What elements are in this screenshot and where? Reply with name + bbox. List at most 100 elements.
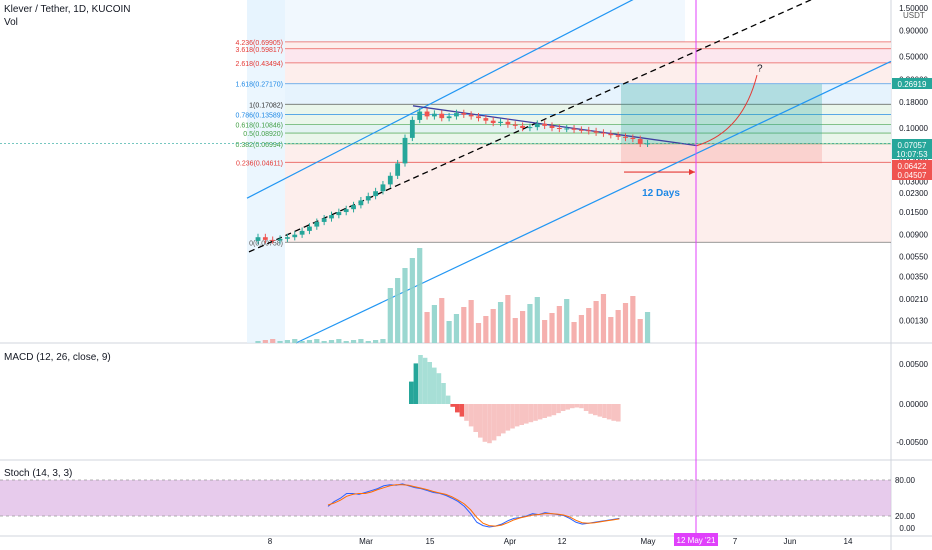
- macd-bar: [496, 404, 501, 437]
- macd-bar: [505, 404, 511, 431]
- price-badge: [892, 78, 932, 89]
- candle-body: [527, 127, 533, 129]
- fib-band: [285, 162, 891, 243]
- volume-bar: [461, 307, 467, 343]
- projection-label: 12 Days: [642, 188, 680, 199]
- macd-bar: [432, 367, 437, 404]
- volume-bar: [387, 288, 393, 343]
- candle-body: [409, 119, 415, 138]
- macd-bar: [551, 404, 557, 416]
- volume-bar: [578, 315, 584, 343]
- channel-upper-line: [246, 0, 634, 199]
- question-mark: ?: [757, 63, 763, 74]
- price-tick-label: 0.10000: [899, 124, 928, 133]
- target-zone: [621, 84, 822, 144]
- macd-bar: [478, 404, 483, 438]
- stoch-line: [327, 483, 620, 528]
- stop-zone: [621, 143, 822, 164]
- fib-level-label: 0.786(0.13589): [236, 112, 283, 119]
- dashed-trendline: [248, 0, 813, 253]
- price-tick-label: 0.00350: [899, 273, 928, 282]
- candle-body: [637, 139, 643, 144]
- price-tick-label: 0.50000: [899, 53, 928, 62]
- volume-bar: [453, 314, 460, 343]
- descending-trendline: [412, 105, 698, 147]
- fib-level-label: 0(0.00758): [249, 240, 283, 247]
- candle-body: [277, 238, 283, 241]
- volume-bar: [262, 340, 268, 343]
- candle-body: [292, 234, 298, 238]
- price-badge: [892, 148, 932, 159]
- time-tick-label: May: [640, 537, 655, 546]
- time-tick-label: 14: [844, 537, 853, 546]
- macd-bar: [556, 404, 561, 414]
- macd-bar: [427, 362, 432, 404]
- macd-bar: [487, 404, 492, 444]
- macd-bar: [602, 404, 607, 418]
- volume-bar: [615, 310, 621, 343]
- macd-bar: [473, 404, 478, 432]
- candle-body: [255, 237, 261, 241]
- candle-body: [468, 114, 474, 117]
- volume-bar: [373, 340, 379, 343]
- price-badge: [892, 169, 932, 180]
- volume-bar: [593, 301, 599, 343]
- candle-body: [645, 143, 650, 145]
- volume-bar: [328, 340, 335, 343]
- candle-body: [285, 237, 290, 239]
- candle-body: [446, 116, 452, 119]
- fib-band: [285, 62, 891, 84]
- candle-body: [476, 116, 481, 119]
- volume-bar: [622, 303, 629, 343]
- candle-body: [520, 125, 525, 128]
- stoch-band: [0, 480, 891, 516]
- price-tick-label: 0.00130: [899, 316, 928, 325]
- price-tick-label: 0.18000: [899, 98, 928, 107]
- macd-tick-label: 0.00000: [899, 400, 928, 409]
- candle-body: [556, 128, 562, 129]
- volume-bar: [497, 302, 504, 343]
- macd-bar: [611, 404, 616, 421]
- fib-band: [285, 124, 891, 134]
- candle-body: [262, 237, 268, 240]
- candle-body: [395, 163, 401, 176]
- stoch-title: Stoch (14, 3, 3): [4, 468, 73, 479]
- chart-title: Klever / Tether, 1D, KUCOIN: [4, 4, 131, 15]
- candle-body: [387, 175, 393, 185]
- macd-bar: [597, 404, 603, 417]
- volume-bar: [446, 321, 452, 343]
- candle-body: [579, 129, 584, 131]
- macd-bar: [514, 404, 520, 427]
- candle-body: [432, 113, 437, 117]
- volume-bar: [505, 295, 511, 343]
- candle-body: [439, 113, 445, 119]
- volume-label: Vol: [4, 17, 18, 28]
- candle-body: [454, 113, 459, 117]
- candle-body: [498, 121, 503, 123]
- macd-bar: [409, 381, 414, 404]
- volume-bar: [270, 339, 276, 343]
- candle-body: [373, 191, 378, 197]
- time-tick-label: 7: [733, 537, 738, 546]
- candle-body: [490, 120, 496, 123]
- volume-bar: [424, 312, 430, 343]
- volume-bar: [255, 341, 261, 343]
- price-tick-label: 0.00550: [899, 252, 928, 261]
- volume-bar: [277, 341, 283, 343]
- macd-bar: [459, 404, 465, 417]
- date-badge-label: 12 May '21: [677, 536, 716, 545]
- volume-bar: [365, 341, 371, 343]
- candle-body: [623, 136, 628, 138]
- volume-bar: [527, 304, 533, 343]
- macd-bar: [501, 404, 506, 434]
- macd-bar: [560, 404, 566, 411]
- candle-body: [343, 209, 349, 213]
- volume-bar: [314, 339, 320, 343]
- currency-label: USDT: [903, 11, 925, 20]
- volume-bar: [608, 317, 614, 343]
- volume-bar: [600, 294, 607, 343]
- volume-bar: [350, 340, 357, 343]
- candle-body: [512, 124, 518, 126]
